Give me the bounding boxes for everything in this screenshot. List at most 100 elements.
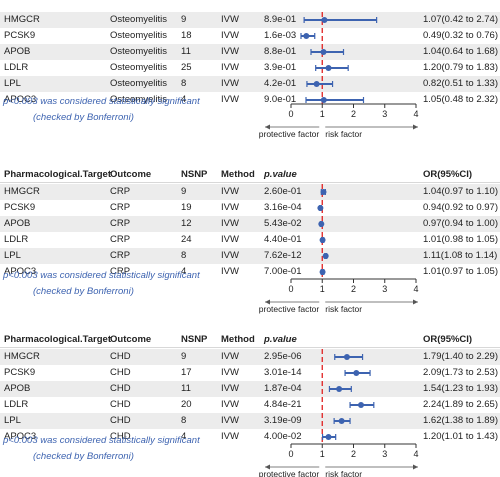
nsnp-cell: 24	[181, 234, 192, 245]
nsnp-cell: 4	[181, 431, 187, 442]
point-estimate	[320, 97, 327, 103]
outcome-cell: CRP	[110, 218, 131, 229]
x-tick-label: 3	[382, 109, 387, 119]
target-cell: APOB	[4, 383, 31, 394]
pvalue-cell: 2.95e-06	[264, 351, 302, 362]
method-cell: IVW	[221, 62, 239, 73]
risk-arrowhead	[413, 299, 418, 305]
target-cell: LDLR	[4, 62, 29, 73]
or-cell: 1.54(1.23 to 1.93)	[423, 383, 498, 394]
table-row: APOB Osteomyelitis 11 IVW 8.8e-01 1.04(0…	[0, 44, 500, 60]
x-tick-label: 2	[351, 449, 356, 459]
header-or: OR(95%CI)	[423, 334, 473, 345]
nsnp-cell: 9	[181, 14, 187, 25]
forest-plot-crp: 0 1 2 3 4 protective factor risk factor	[259, 184, 419, 314]
table-row: HMGCR CHD 9 IVW 2.95e-06 1.79(1.40 to 2.…	[0, 349, 500, 365]
method-cell: IVW	[221, 351, 239, 362]
nsnp-cell: 8	[181, 415, 187, 426]
protective-arrowhead	[265, 464, 270, 470]
nsnp-cell: 11	[181, 46, 191, 57]
or-cell: 2.09(1.73 to 2.53)	[423, 367, 498, 378]
header-nsnp: NSNP	[181, 334, 208, 345]
target-cell: LPL	[4, 250, 21, 261]
point-estimate	[317, 205, 324, 211]
point-estimate	[321, 17, 328, 23]
or-cell: 1.79(1.40 to 2.29)	[423, 351, 498, 362]
table-row: APOC3 CHD 4 IVW 4.00e-02 1.20(1.01 to 1.…	[0, 429, 500, 445]
header-method: Method	[221, 334, 255, 345]
x-tick-label: 3	[382, 284, 387, 294]
point-estimate	[318, 221, 325, 227]
forest-plot-osteomyelitis: 0 1 2 3 4 protective factor risk factor	[259, 12, 419, 139]
target-cell: PCSK9	[4, 367, 36, 378]
or-cell: 1.20(1.01 to 1.43)	[423, 431, 498, 442]
bonferroni-note: (checked by Bonferroni)	[33, 112, 134, 123]
method-cell: IVW	[221, 218, 239, 229]
risk-arrowhead	[413, 464, 418, 470]
pvalue-cell: 8.9e-01	[264, 14, 297, 25]
table-row: HMGCR Osteomyelitis 9 IVW 8.9e-01 1.07(0…	[0, 12, 500, 28]
outcome-cell: CHD	[110, 351, 131, 362]
pvalue-cell: 3.19e-09	[264, 415, 302, 426]
nsnp-cell: 12	[181, 218, 192, 229]
or-cell: 1.62(1.38 to 1.89)	[423, 415, 498, 426]
table-row: LPL CHD 8 IVW 3.19e-09 1.62(1.38 to 1.89…	[0, 413, 500, 429]
x-tick-label: 1	[320, 449, 325, 459]
target-cell: LDLR	[4, 399, 29, 410]
outcome-cell: CHD	[110, 383, 131, 394]
outcome-cell: CHD	[110, 367, 131, 378]
or-cell: 1.07(0.42 to 2.74)	[423, 14, 498, 25]
nsnp-cell: 20	[181, 399, 192, 410]
header-method: Method	[221, 169, 255, 180]
outcome-cell: CHD	[110, 431, 131, 442]
outcome-cell: CHD	[110, 399, 131, 410]
point-estimate	[303, 33, 310, 39]
or-cell: 0.94(0.92 to 0.97)	[423, 202, 498, 213]
nsnp-cell: 9	[181, 351, 187, 362]
header-pvalue: p.value	[264, 169, 297, 180]
or-cell: 1.04(0.64 to 1.68)	[423, 46, 498, 57]
method-cell: IVW	[221, 94, 239, 105]
method-cell: IVW	[221, 399, 239, 410]
header-divider	[0, 182, 500, 183]
target-cell: APOC3	[4, 94, 37, 105]
pvalue-cell: 7.00e-01	[264, 266, 302, 277]
nsnp-cell: 17	[181, 367, 192, 378]
risk-arrowhead	[413, 124, 418, 130]
target-cell: LDLR	[4, 234, 29, 245]
x-tick-label: 4	[413, 449, 418, 459]
method-cell: IVW	[221, 367, 239, 378]
outcome-cell: Osteomyelitis	[110, 94, 168, 105]
protective-factor-label: protective factor	[259, 304, 320, 314]
header-or: OR(95%CI)	[423, 169, 473, 180]
outcome-cell: CRP	[110, 266, 131, 277]
or-cell: 1.20(0.79 to 1.83)	[423, 62, 498, 73]
header-target: Pharmacological.Target	[4, 334, 111, 345]
pvalue-cell: 4.00e-02	[264, 431, 302, 442]
bonferroni-note: (checked by Bonferroni)	[33, 286, 134, 297]
nsnp-cell: 11	[181, 383, 191, 394]
table-row: APOB CRP 12 IVW 5.43e-02 0.97(0.94 to 1.…	[0, 216, 500, 232]
method-cell: IVW	[221, 46, 239, 57]
x-tick-label: 0	[288, 449, 293, 459]
protective-arrowhead	[265, 124, 270, 130]
pvalue-cell: 1.87e-04	[264, 383, 302, 394]
point-estimate	[319, 269, 326, 275]
outcome-cell: CRP	[110, 186, 131, 197]
risk-factor-label: risk factor	[325, 304, 362, 314]
table-row: APOC3 Osteomyelitis 4 IVW 9.0e-01 1.05(0…	[0, 92, 500, 108]
method-cell: IVW	[221, 383, 239, 394]
table-row: LPL CRP 8 IVW 7.62e-12 1.11(1.08 to 1.14…	[0, 248, 500, 264]
nsnp-cell: 8	[181, 78, 187, 89]
or-cell: 1.01(0.97 to 1.05)	[423, 266, 498, 277]
method-cell: IVW	[221, 415, 239, 426]
target-cell: PCSK9	[4, 30, 36, 41]
pvalue-cell: 5.43e-02	[264, 218, 302, 229]
method-cell: IVW	[221, 202, 239, 213]
target-cell: HMGCR	[4, 186, 40, 197]
x-tick-label: 2	[351, 109, 356, 119]
significance-note: p<0.003 was considered statistically sig…	[3, 270, 200, 281]
x-tick-label: 4	[413, 284, 418, 294]
point-estimate	[313, 81, 320, 87]
outcome-cell: CRP	[110, 250, 131, 261]
